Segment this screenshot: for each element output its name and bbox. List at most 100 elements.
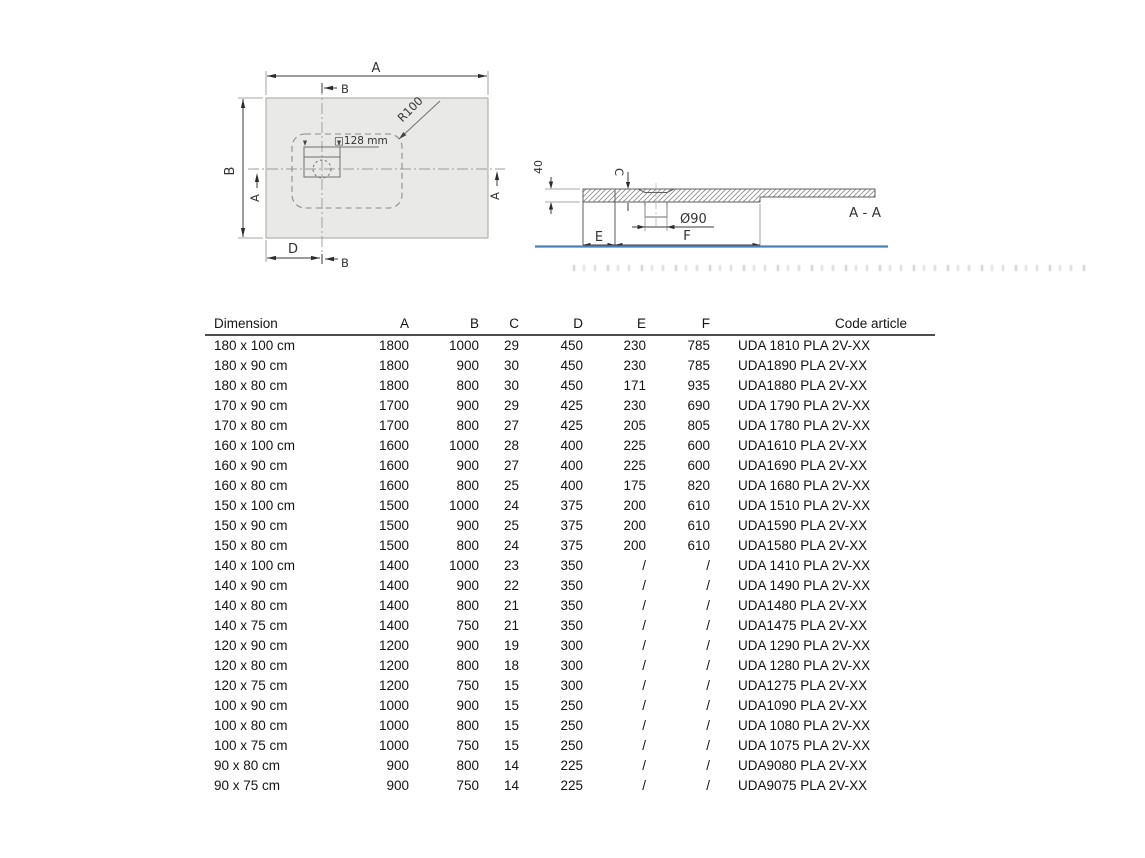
dimension-a: A xyxy=(265,61,489,95)
cell-d: 400 xyxy=(560,438,583,453)
depth-label: C xyxy=(612,168,626,176)
cell-d: 350 xyxy=(560,578,583,593)
cell-c: 25 xyxy=(503,518,519,533)
cell-dimension: 90 x 75 cm xyxy=(214,778,281,793)
cell-c: 27 xyxy=(503,418,519,433)
cell-d: 400 xyxy=(560,478,583,493)
section-cut-a-right: A xyxy=(488,171,502,200)
table-row: 160 x 90 cm 1600 900 27 400 225 600 UDA1… xyxy=(205,456,935,476)
cell-c: 21 xyxy=(503,598,519,613)
cell-e: / xyxy=(642,558,646,573)
cell-d: 225 xyxy=(560,758,583,773)
cell-d: 450 xyxy=(560,338,583,353)
cell-b: 900 xyxy=(456,638,479,653)
cell-f: / xyxy=(706,618,710,633)
cell-b: 900 xyxy=(456,578,479,593)
cell-f: / xyxy=(706,778,710,793)
cell-e: 200 xyxy=(623,498,646,513)
cell-dimension: 120 x 90 cm xyxy=(214,638,288,653)
cell-e: 205 xyxy=(623,418,646,433)
dimension-table-section: Dimension A B C D E F Code article 180 x… xyxy=(205,313,935,796)
col-header-b: B xyxy=(415,313,485,336)
dim-e-label: E xyxy=(595,230,603,245)
cell-e: 175 xyxy=(623,478,646,493)
table-row: 180 x 90 cm 1800 900 30 450 230 785 UDA1… xyxy=(205,356,935,376)
cell-c: 19 xyxy=(503,638,519,653)
cell-a: 1600 xyxy=(378,478,409,493)
cell-c: 15 xyxy=(503,698,519,713)
cell-b: 1000 xyxy=(448,338,479,353)
cell-f: / xyxy=(706,558,710,573)
dim-f-label: F xyxy=(683,228,691,244)
dim-d-label: D xyxy=(288,242,298,257)
cell-b: 1000 xyxy=(448,438,479,453)
cell-f: / xyxy=(706,658,710,673)
cell-d: 450 xyxy=(560,378,583,393)
cell-f: / xyxy=(706,638,710,653)
table-row: 100 x 80 cm 1000 800 15 250 / / UDA 1080… xyxy=(205,716,935,736)
technical-drawing: □128 mm R100 A xyxy=(0,0,1145,300)
cell-b: 800 xyxy=(456,658,479,673)
cell-a: 1800 xyxy=(378,378,409,393)
cell-e: / xyxy=(642,678,646,693)
cell-e: / xyxy=(642,658,646,673)
cell-dimension: 180 x 80 cm xyxy=(214,378,288,393)
cell-code-article: UDA1475 PLA 2V-XX xyxy=(738,618,868,633)
cell-d: 350 xyxy=(560,558,583,573)
cell-e: / xyxy=(642,778,646,793)
table-row: 100 x 75 cm 1000 750 15 250 / / UDA 1075… xyxy=(205,736,935,756)
cell-dimension: 120 x 75 cm xyxy=(214,678,288,693)
table-row: 140 x 80 cm 1400 800 21 350 / / UDA1480 … xyxy=(205,596,935,616)
cell-a: 1400 xyxy=(378,598,409,613)
table-row: 180 x 100 cm 1800 1000 29 450 230 785 UD… xyxy=(205,335,935,356)
cell-d: 350 xyxy=(560,618,583,633)
cell-dimension: 140 x 80 cm xyxy=(214,598,288,613)
table-row: 90 x 75 cm 900 750 14 225 / / UDA9075 PL… xyxy=(205,776,935,796)
dimension-c: C xyxy=(612,168,631,211)
table-row: 170 x 90 cm 1700 900 29 425 230 690 UDA … xyxy=(205,396,935,416)
cell-dimension: 170 x 90 cm xyxy=(214,398,288,413)
section-a-left-label: A xyxy=(248,194,262,202)
cell-dimension: 150 x 90 cm xyxy=(214,518,288,533)
table-header-row: Dimension A B C D E F Code article xyxy=(205,313,935,336)
cell-code-article: UDA1480 PLA 2V-XX xyxy=(738,598,868,613)
cell-d: 300 xyxy=(560,638,583,653)
cell-e: 225 xyxy=(623,438,646,453)
cell-e: 225 xyxy=(623,458,646,473)
cell-code-article: UDA 1790 PLA 2V-XX xyxy=(738,398,871,413)
waste-recess-line xyxy=(637,188,675,193)
cell-code-article: UDA1610 PLA 2V-XX xyxy=(738,438,868,453)
cell-code-article: UDA1890 PLA 2V-XX xyxy=(738,358,868,373)
cell-c: 27 xyxy=(503,458,519,473)
cell-a: 1000 xyxy=(378,738,409,753)
table-row: 90 x 80 cm 900 800 14 225 / / UDA9080 PL… xyxy=(205,756,935,776)
cell-a: 1400 xyxy=(378,618,409,633)
cell-code-article: UDA 1410 PLA 2V-XX xyxy=(738,558,871,573)
cell-dimension: 100 x 90 cm xyxy=(214,698,288,713)
cell-c: 14 xyxy=(503,778,519,793)
cell-e: 230 xyxy=(623,358,646,373)
dimension-e-f: E F xyxy=(583,204,761,248)
cell-a: 1500 xyxy=(378,498,409,513)
cell-dimension: 100 x 80 cm xyxy=(214,718,288,733)
cell-f: 610 xyxy=(687,518,710,533)
cell-dimension: 180 x 90 cm xyxy=(214,358,288,373)
table-row: 140 x 100 cm 1400 1000 23 350 / / UDA 14… xyxy=(205,556,935,576)
dimension-d: D xyxy=(265,240,320,262)
cell-b: 800 xyxy=(456,538,479,553)
cell-c: 30 xyxy=(503,378,519,393)
cell-b: 800 xyxy=(456,418,479,433)
tray-section-body xyxy=(582,188,876,203)
cell-code-article: UDA1580 PLA 2V-XX xyxy=(738,538,868,553)
cell-c: 22 xyxy=(503,578,519,593)
cell-code-article: UDA1590 PLA 2V-XX xyxy=(738,518,868,533)
cell-code-article: UDA 1510 PLA 2V-XX xyxy=(738,498,871,513)
cell-c: 15 xyxy=(503,738,519,753)
section-cut-b-top: B xyxy=(321,82,349,96)
cell-a: 1800 xyxy=(378,338,409,353)
cell-b: 800 xyxy=(456,378,479,393)
cell-b: 750 xyxy=(456,778,479,793)
cell-c: 24 xyxy=(503,498,519,513)
col-header-e: E xyxy=(589,313,652,336)
cell-code-article: UDA 1490 PLA 2V-XX xyxy=(738,578,871,593)
